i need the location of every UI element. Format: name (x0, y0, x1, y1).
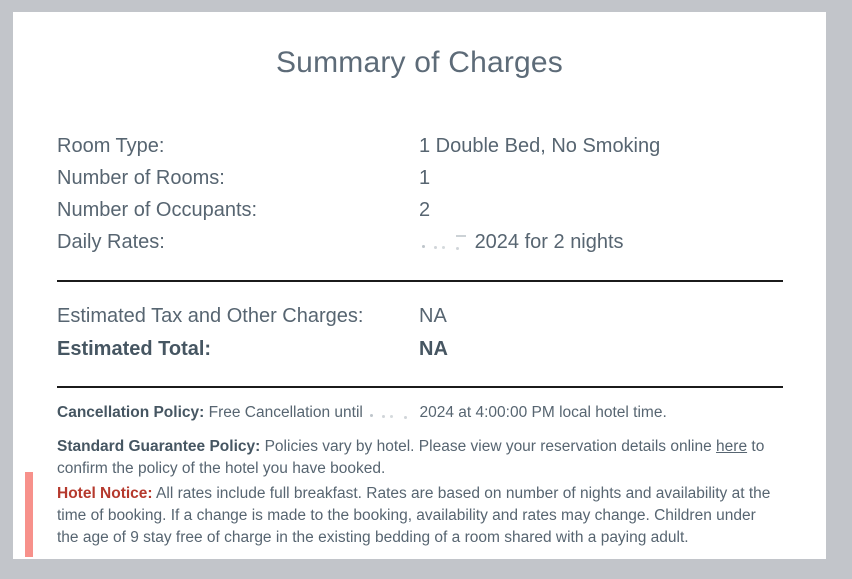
total-row-estimated-total: Estimated Total: NA (57, 333, 783, 366)
guarantee-policy-text: Policies vary by hotel. Please view your… (264, 438, 712, 455)
detail-value: 2024 for 2 nights (419, 226, 624, 258)
cancellation-policy: Cancellation Policy: Free Cancellation u… (57, 402, 780, 424)
summary-card: Summary of Charges Room Type: 1 Double B… (13, 12, 826, 559)
page-title: Summary of Charges (275, 46, 564, 79)
detail-row-number-of-occupants: Number of Occupants: 2 (57, 194, 783, 226)
detail-label: Number of Occupants: (57, 199, 258, 221)
detail-value-text: 2024 for 2 nights (474, 231, 624, 253)
detail-row-daily-rates: Daily Rates: 2024 for 2 nights (57, 226, 783, 258)
redacted-date (419, 234, 469, 248)
divider-top (57, 280, 783, 282)
cancellation-policy-label: Cancellation Policy: (57, 404, 205, 421)
total-value: NA (419, 338, 448, 360)
cancellation-policy-text-after: 2024 at 4:00:00 PM local hotel time. (419, 404, 667, 421)
guarantee-policy-label: Standard Guarantee Policy: (57, 438, 261, 455)
total-label: Estimated Total: (57, 338, 212, 360)
detail-value: 1 (419, 167, 431, 189)
detail-value: 2 (419, 199, 431, 221)
hotel-notice-text: All rates include full breakfast. Rates … (57, 485, 771, 546)
divider-bottom (57, 386, 783, 388)
guarantee-policy-text-after: to confirm the policy of the hotel you h… (57, 438, 765, 477)
here-link[interactable]: here (716, 438, 748, 455)
total-label: Estimated Tax and Other Charges: (57, 305, 364, 327)
details-section: Room Type: 1 Double Bed, No Smoking Numb… (57, 130, 783, 258)
total-row-tax: Estimated Tax and Other Charges: NA (57, 300, 783, 333)
guarantee-policy: Standard Guarantee Policy: Policies vary… (57, 436, 780, 480)
hotel-notice-label: Hotel Notice: (57, 485, 153, 502)
detail-label: Daily Rates: (57, 231, 165, 253)
notice-accent-bar (25, 472, 33, 557)
detail-label: Number of Rooms: (57, 167, 225, 189)
detail-row-room-type: Room Type: 1 Double Bed, No Smoking (57, 130, 783, 162)
detail-label: Room Type: (57, 135, 165, 157)
detail-value: 1 Double Bed, No Smoking (419, 135, 661, 157)
hotel-notice: Hotel Notice: All rates include full bre… (57, 483, 780, 549)
totals-section: Estimated Tax and Other Charges: NA Esti… (57, 300, 783, 366)
redacted-date (367, 406, 415, 417)
cancellation-policy-text-before: Free Cancellation until (208, 404, 363, 421)
detail-row-number-of-rooms: Number of Rooms: 1 (57, 162, 783, 194)
total-value: NA (419, 305, 447, 327)
